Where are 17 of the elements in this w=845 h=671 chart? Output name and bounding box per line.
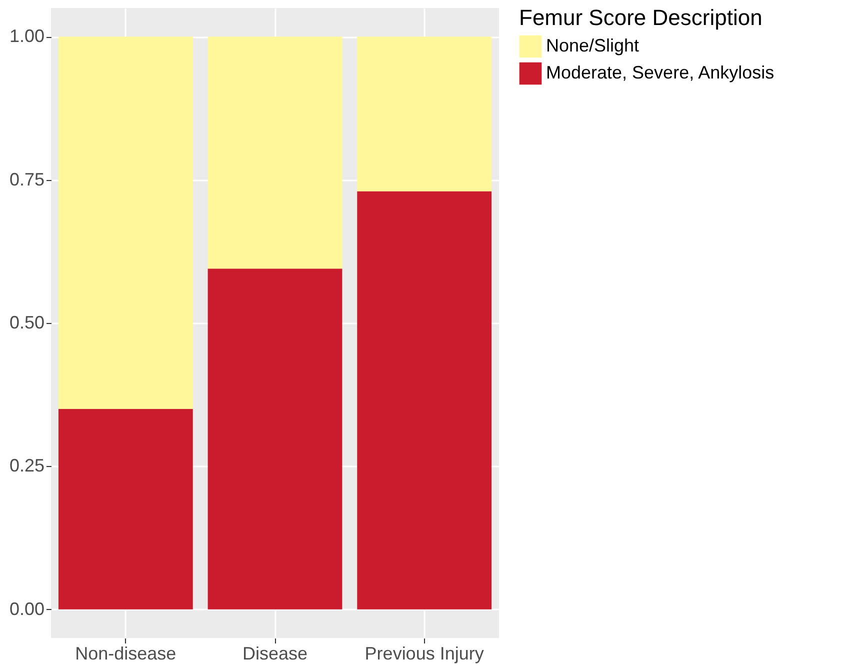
x-tick-label: Non-disease: [75, 644, 176, 664]
y-tick-label: 0.75: [9, 169, 44, 190]
legend-label: Moderate, Severe, Ankylosis: [546, 62, 774, 82]
y-tick-label: 0.25: [9, 456, 44, 476]
bar: [357, 36, 492, 192]
bar: [208, 268, 342, 610]
bar: [58, 36, 193, 409]
bar: [58, 408, 193, 610]
legend-title: Femur Score Description: [519, 5, 762, 30]
bar: [208, 36, 342, 269]
x-tick-label: Previous Injury: [364, 644, 484, 664]
y-tick-label: 0.50: [9, 312, 44, 332]
y-tick-label: 0.00: [9, 598, 44, 619]
x-tick-label: Disease: [242, 644, 308, 664]
y-tick-label: 1.00: [9, 26, 44, 46]
bar: [357, 191, 492, 610]
legend-label: None/Slight: [546, 36, 640, 56]
